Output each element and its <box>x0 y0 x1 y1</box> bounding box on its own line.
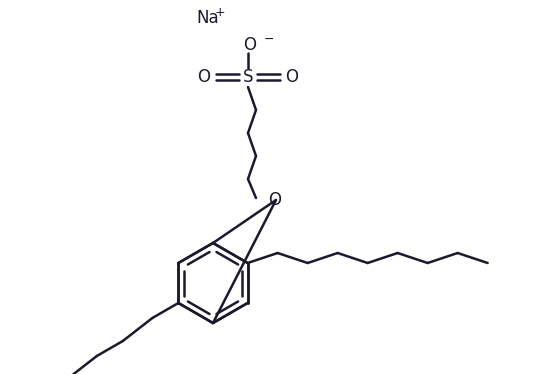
Text: O: O <box>198 68 211 86</box>
Text: +: + <box>215 6 226 18</box>
Text: O: O <box>286 68 298 86</box>
Text: −: − <box>264 33 274 46</box>
Text: Na: Na <box>196 9 218 27</box>
Text: S: S <box>242 68 253 86</box>
Text: O: O <box>268 191 281 209</box>
Text: O: O <box>244 36 256 54</box>
